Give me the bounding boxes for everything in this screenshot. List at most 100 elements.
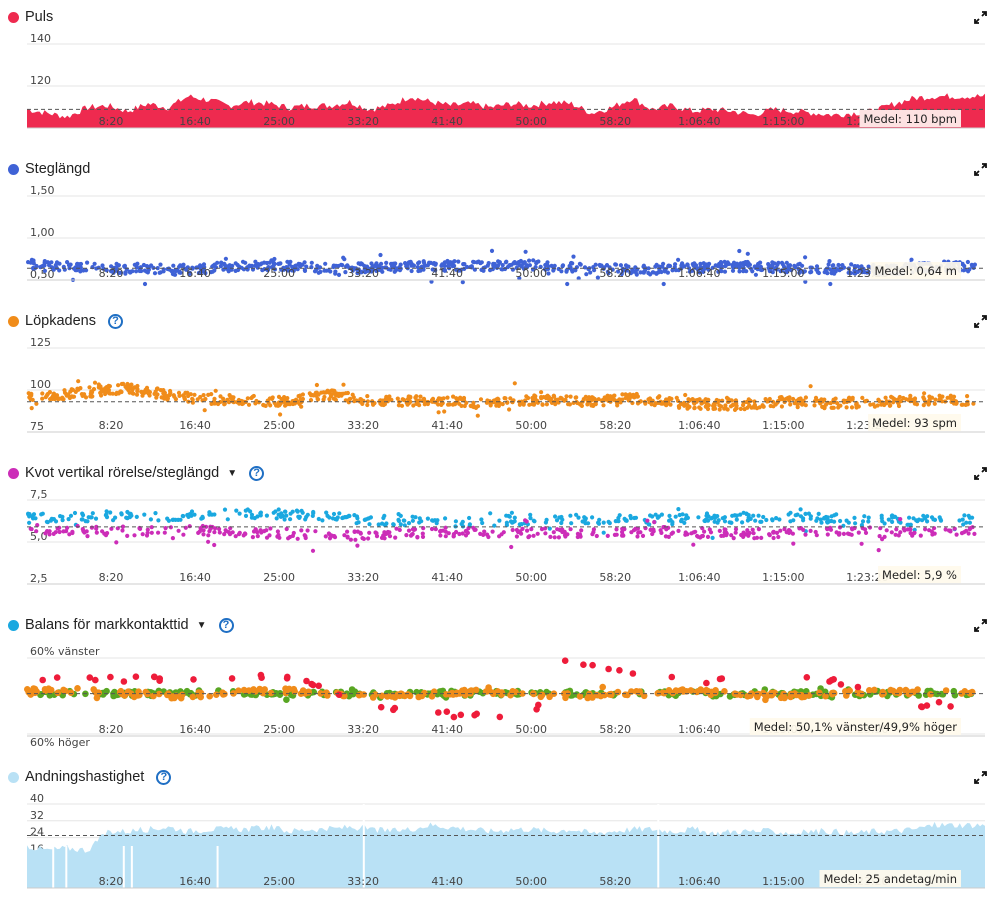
expand-icon[interactable] [974,163,987,176]
data-point [822,406,827,411]
y-tick-label: 125 [30,336,51,349]
data-point [670,268,675,273]
data-point [189,693,197,701]
data-point [965,394,970,399]
data-point [516,260,522,265]
data-point [169,269,174,274]
data-point [308,680,315,688]
data-point [945,395,950,400]
data-point [606,519,611,524]
data-point [206,533,211,538]
data-point [72,266,77,271]
data-point [176,390,182,395]
data-point [314,393,319,398]
dropdown-caret-icon[interactable]: ▼ [196,619,207,631]
data-point [367,522,372,527]
data-point [800,402,805,407]
data-point [213,265,219,270]
data-point [868,402,873,407]
data-point [316,270,321,275]
data-point [463,533,469,538]
data-point [546,264,551,269]
data-point [94,266,99,271]
chart-header: Löpkadens? [8,310,123,332]
data-point [871,686,878,694]
expand-icon[interactable] [974,11,987,24]
data-gap [130,846,133,888]
data-point [819,520,824,525]
data-point [275,529,280,534]
data-point [445,395,450,400]
data-point [45,685,52,692]
data-point [511,260,516,266]
data-point [887,686,894,694]
data-point [180,513,185,519]
data-point [749,266,754,271]
help-icon[interactable]: ? [156,769,172,785]
chart-panel-lopkadens: Löpkadens? 125 100 75 8:20 16:40 25:00 33:20 41:… [0,304,997,456]
data-point [879,401,884,406]
data-point [114,390,119,395]
data-point [914,518,919,523]
data-point [535,531,540,536]
data-point [177,269,182,274]
data-point [282,517,287,522]
data-point [497,518,502,523]
expand-icon[interactable] [974,315,987,328]
data-point [932,401,937,406]
help-icon[interactable]: ? [107,313,123,329]
data-point [601,403,606,408]
x-tick-label: 1:15:00 [762,571,804,584]
data-point [350,690,357,698]
data-point [722,269,728,274]
data-point [787,690,795,698]
data-point [687,266,692,271]
data-point [605,269,611,274]
data-point [744,512,749,517]
data-point [761,404,766,409]
data-point [954,401,959,406]
data-point [529,527,534,532]
data-point [421,689,428,697]
x-tick-label: 50:00 [515,419,547,432]
data-point [281,399,286,404]
data-point [135,389,140,394]
plot-area: 7,5 5,0 2,5 8:20 16:40 25:00 33:20 41:40 50:00 58… [26,488,985,585]
data-point [683,688,690,695]
expand-icon[interactable] [974,771,987,784]
data-point [532,519,537,524]
x-tick-label: 8:20 [99,723,124,736]
data-point [247,263,252,268]
data-point [288,517,293,522]
help-icon[interactable]: ? [249,465,265,481]
data-point [737,269,742,274]
expand-icon[interactable] [974,467,987,480]
data-point [267,396,272,401]
data-point [316,516,321,522]
data-point [685,403,691,408]
data-point [341,692,348,700]
data-point [785,395,791,401]
data-point [967,690,974,697]
data-point [925,519,930,524]
data-point [575,531,581,536]
data-point [922,391,927,396]
data-point [962,513,967,518]
data-point [243,531,248,537]
data-point [380,269,385,274]
data-point [330,516,335,521]
expand-icon[interactable] [974,619,987,632]
data-point [45,529,50,534]
data-point [972,531,977,536]
data-point [286,268,291,273]
data-point [718,675,726,682]
data-point [296,262,301,267]
data-point [764,517,769,523]
data-point [120,528,125,533]
dropdown-caret-icon[interactable]: ▼ [227,467,238,479]
data-point [704,262,710,267]
data-point [305,528,310,533]
data-point [539,395,544,400]
help-icon[interactable]: ? [218,617,234,633]
data-point [299,687,307,694]
